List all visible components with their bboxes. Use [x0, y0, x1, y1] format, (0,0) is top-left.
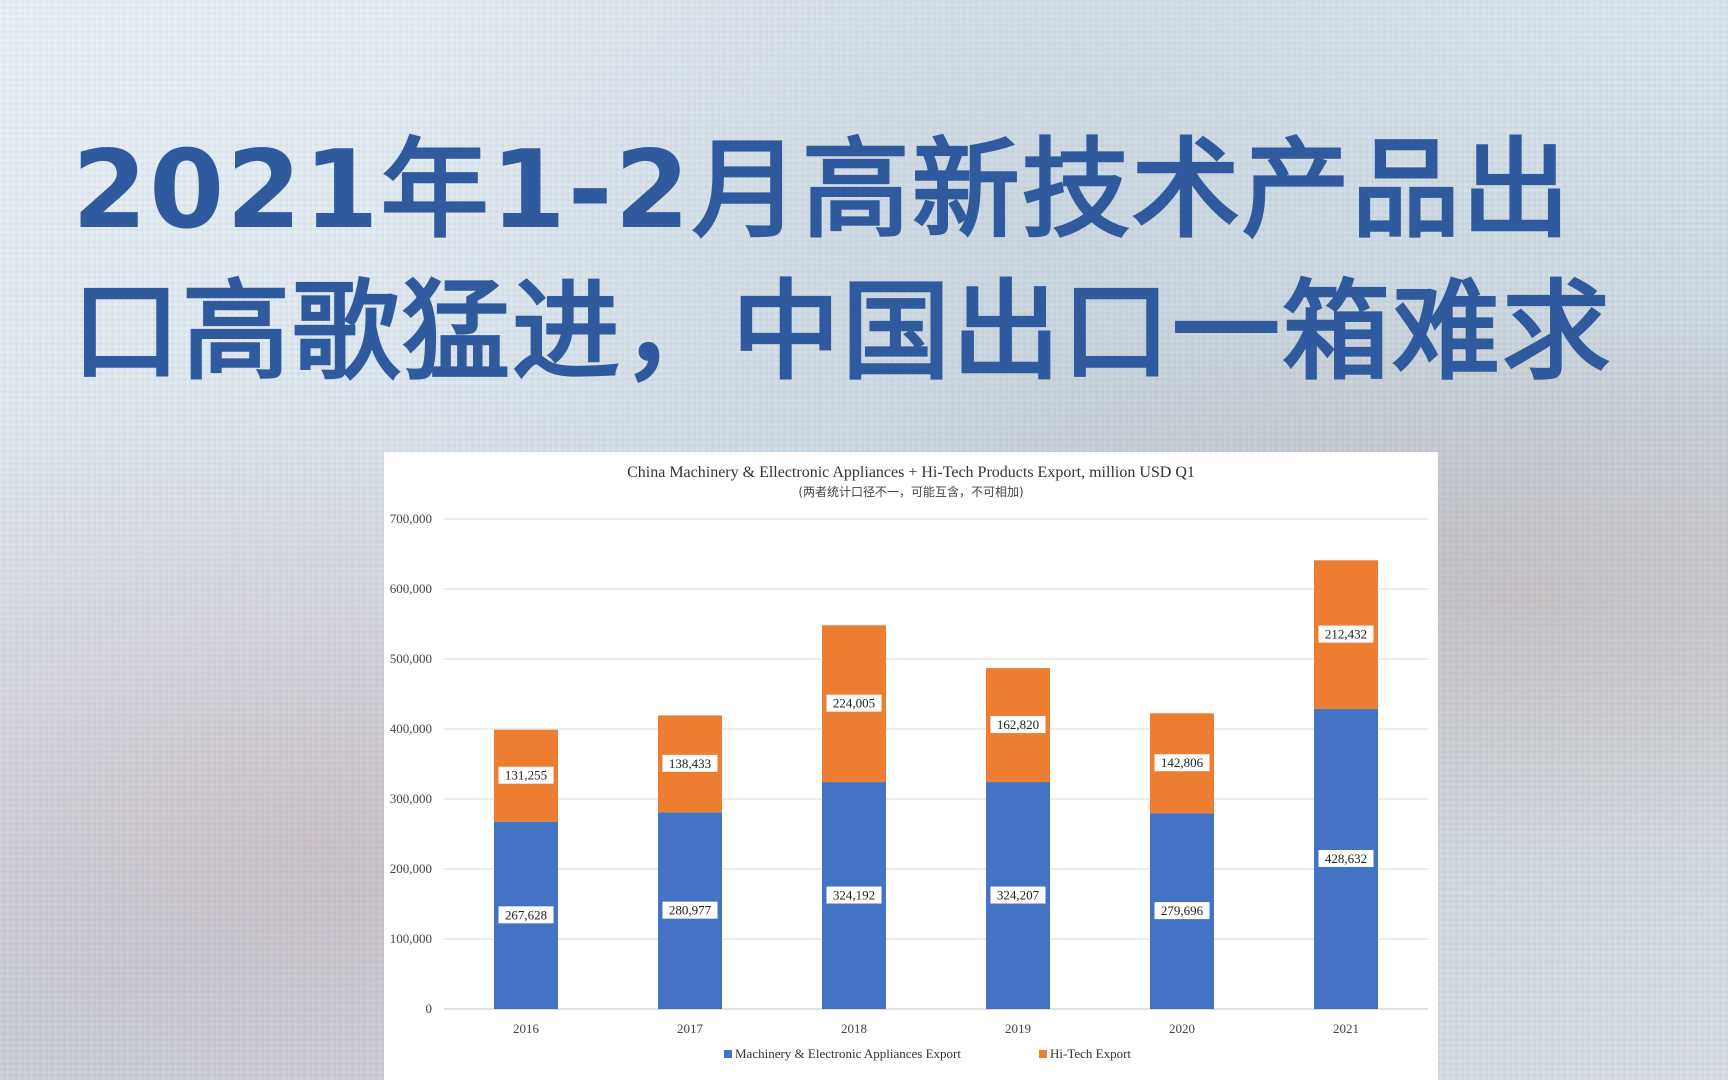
data-label: 324,207 [997, 888, 1040, 903]
data-labels: 267,628 131,255 280,977 138,433 324,192 224,0… [498, 625, 1374, 924]
headline: 2021年1-2月高新技术产品出口高歌猛进，中国出口一箱难求 [72, 128, 1613, 395]
legend: Machinery & Electronic Appliances Export… [724, 1046, 1131, 1061]
y-tick-label: 500,000 [390, 651, 432, 666]
y-tick-label: 700,000 [390, 511, 432, 526]
grid-lines [444, 518, 1428, 1010]
x-tick-label: 2018 [841, 1021, 867, 1036]
y-tick-label: 600,000 [390, 581, 432, 596]
x-tick-label: 2019 [1005, 1021, 1031, 1036]
chart-panel: China Machinery & Ellectronic Appliances… [384, 452, 1438, 1080]
data-label-box [498, 906, 554, 924]
data-label-box [662, 754, 718, 772]
data-label: 428,632 [1325, 851, 1367, 866]
data-label: 142,806 [1161, 755, 1204, 770]
data-label: 212,432 [1325, 627, 1367, 642]
bars [494, 560, 1378, 1009]
data-label-box [1318, 849, 1374, 867]
chart-title: China Machinery & Ellectronic Appliances… [627, 464, 1195, 481]
data-label: 279,696 [1161, 903, 1204, 918]
data-label: 324,192 [833, 888, 875, 903]
y-tick-label: 100,000 [390, 931, 432, 946]
data-label-box [990, 886, 1046, 904]
x-tick-label: 2020 [1169, 1021, 1195, 1036]
data-label: 280,977 [669, 903, 712, 918]
x-tick-label: 2016 [513, 1021, 540, 1036]
data-label-box [1318, 625, 1374, 643]
x-tick-label: 2021 [1333, 1021, 1359, 1036]
y-tick-label: 400,000 [390, 721, 432, 736]
x-tick-label: 2017 [677, 1021, 704, 1036]
legend-swatch [724, 1050, 732, 1058]
y-tick-label: 300,000 [390, 791, 432, 806]
legend-label: Machinery & Electronic Appliances Export [735, 1046, 961, 1061]
data-label-box [1154, 902, 1210, 920]
stacked-bar-chart: China Machinery & Ellectronic Appliances… [390, 464, 1428, 1061]
y-tick-label: 0 [426, 1001, 433, 1016]
data-label: 131,255 [505, 768, 547, 783]
data-label: 162,820 [997, 717, 1039, 732]
data-label-box [662, 901, 718, 919]
data-label-box [1154, 754, 1210, 772]
y-tick-label: 200,000 [390, 861, 432, 876]
legend-label: Hi-Tech Export [1050, 1046, 1131, 1061]
data-label-box [990, 716, 1046, 734]
y-axis-ticks: 0 100,000 200,000 300,000 400,000 500,000 600,… [390, 511, 432, 1016]
x-axis-ticks: 2016 2017 2018 2019 2020 2021 [513, 1021, 1359, 1036]
data-label-box [826, 886, 882, 904]
data-label: 138,433 [669, 756, 711, 771]
data-label: 224,005 [833, 696, 875, 711]
data-label-box [826, 694, 882, 712]
chart-subtitle: (两者统计口径不一，可能互含，不可相加) [798, 484, 1023, 499]
legend-swatch [1039, 1050, 1047, 1058]
data-label-box [498, 766, 554, 784]
data-label: 267,628 [505, 907, 547, 922]
